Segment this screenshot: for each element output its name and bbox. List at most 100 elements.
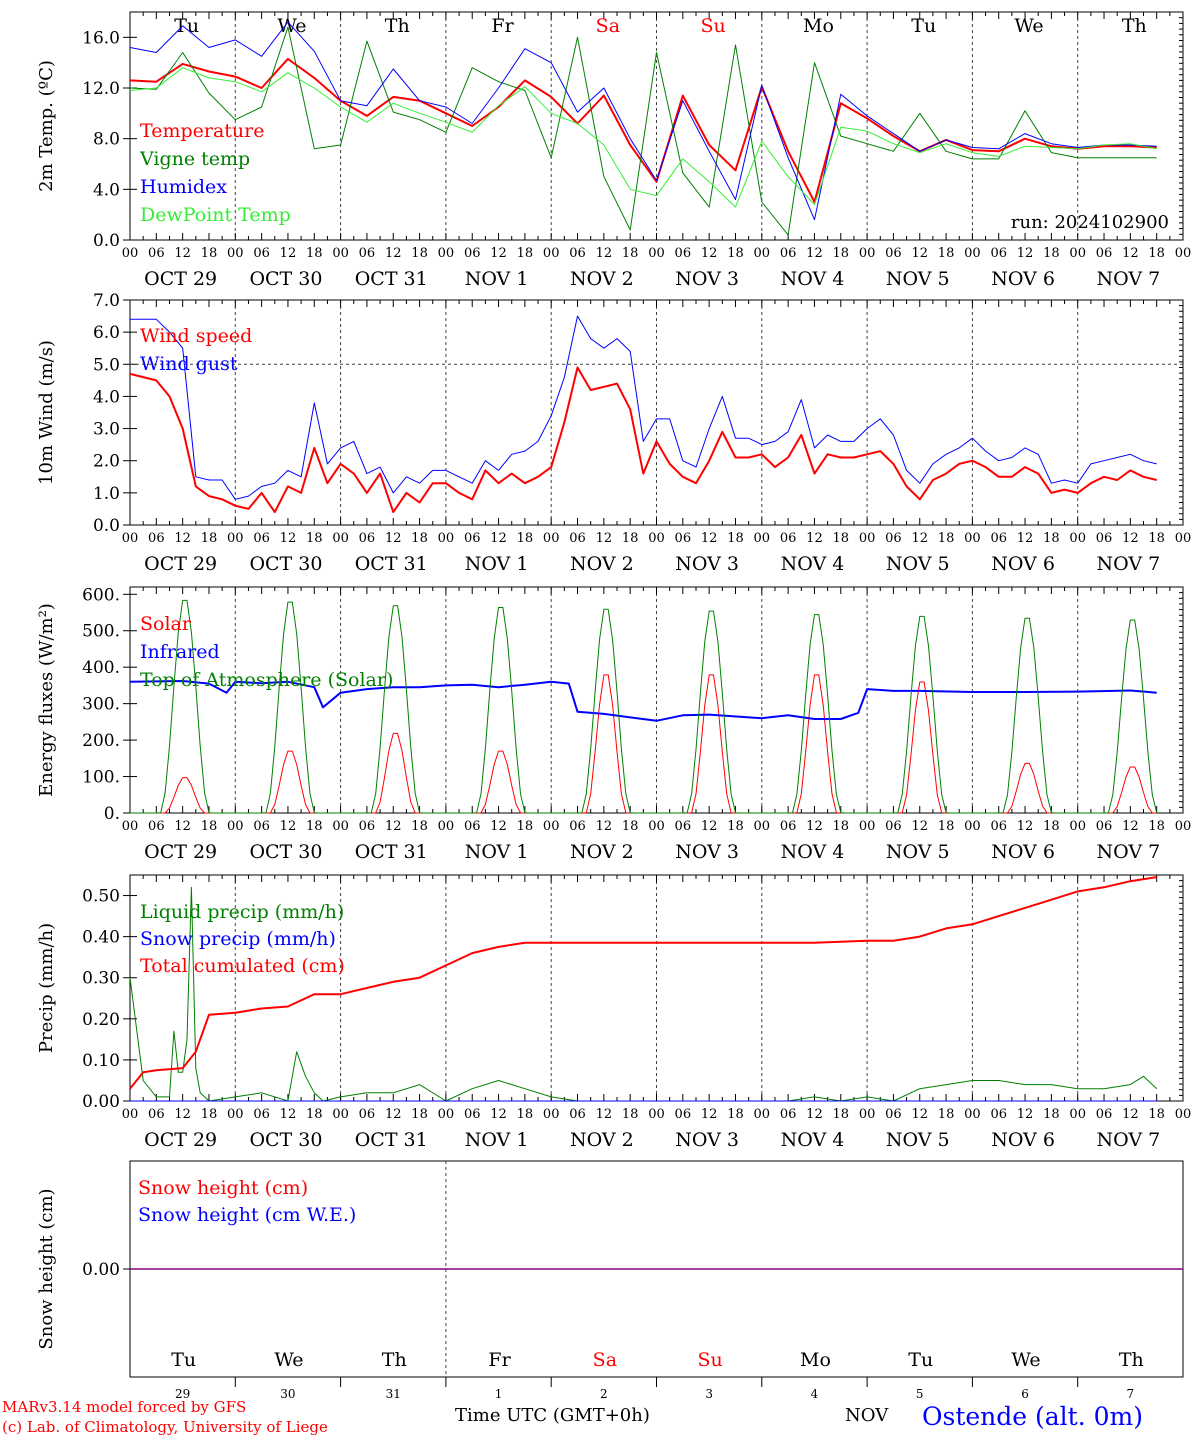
- hour-tick-label: 12: [1017, 531, 1034, 546]
- hour-tick-label: 18: [727, 246, 744, 261]
- weekday-label: Tu: [171, 1349, 196, 1371]
- hour-tick-label: 06: [148, 819, 165, 834]
- hour-tick-label: 06: [464, 531, 481, 546]
- hour-tick-label: 12: [1122, 531, 1139, 546]
- y-tick-label: 0.30: [82, 969, 120, 989]
- y-tick-label: 16.0: [82, 28, 120, 48]
- weekday-label: Th: [1119, 1349, 1144, 1371]
- y-tick-label: 200.: [82, 731, 120, 751]
- hour-tick-label: 00: [543, 531, 560, 546]
- hour-tick-label: 12: [1017, 246, 1034, 261]
- y-tick-label: 0.10: [82, 1051, 120, 1071]
- hour-tick-label: 00: [964, 1107, 981, 1122]
- date-label: NOV 7: [1096, 553, 1160, 575]
- date-label: NOV 4: [781, 268, 845, 290]
- panel-3: 0. 100. 200. 300. 400. 500. 600. Energy fluxes …: [36, 585, 1191, 863]
- hour-tick-label: 06: [1096, 819, 1113, 834]
- y-tick-label: 0.50: [82, 887, 120, 907]
- hour-tick-label: 18: [306, 1107, 323, 1122]
- day-number-label: 30: [280, 1387, 295, 1401]
- legend-entry: Wind gust: [140, 353, 238, 375]
- hour-tick-label: 00: [122, 246, 139, 261]
- weekday-label: Mo: [800, 1349, 831, 1371]
- hour-tick-label: 06: [885, 819, 902, 834]
- y-tick-label: 300.: [82, 695, 120, 715]
- date-label: OCT 31: [355, 268, 428, 290]
- series-line-4: [129, 67, 1157, 208]
- hour-tick-label: 00: [754, 531, 771, 546]
- hour-tick-label: 06: [780, 1107, 797, 1122]
- y-tick-label: 0.40: [82, 928, 120, 948]
- hour-tick-label: 18: [1043, 819, 1060, 834]
- hour-tick-label: 18: [833, 1107, 850, 1122]
- date-label: OCT 29: [144, 553, 217, 575]
- day-number-label: 29: [175, 1387, 190, 1401]
- hour-tick-label: 18: [1148, 819, 1165, 834]
- y-tick-label: 1.0: [93, 484, 120, 504]
- legend-entry: Snow height (cm W.E.): [138, 1204, 356, 1226]
- hour-tick-label: 00: [859, 819, 876, 834]
- hour-tick-label: 00: [1069, 1107, 1086, 1122]
- date-label: NOV 3: [675, 553, 739, 575]
- hour-tick-label: 00: [964, 246, 981, 261]
- hour-tick-label: 00: [227, 819, 244, 834]
- hour-tick-label: 00: [1069, 819, 1086, 834]
- hour-tick-label: 06: [885, 1107, 902, 1122]
- y-tick-label: 600.: [82, 585, 120, 605]
- series-line-1: [129, 366, 1157, 514]
- series-line-3: [130, 599, 1158, 814]
- hour-tick-label: 00: [754, 246, 771, 261]
- hour-tick-label: 06: [780, 246, 797, 261]
- date-label: NOV 3: [675, 841, 739, 863]
- hour-tick-label: 12: [1122, 819, 1139, 834]
- weekday-label: Mo: [803, 15, 834, 37]
- date-label: NOV 6: [991, 268, 1055, 290]
- hour-tick-label: 12: [280, 246, 297, 261]
- hour-tick-label: 00: [648, 819, 665, 834]
- hour-tick-label: 00: [1069, 531, 1086, 546]
- date-label: NOV 4: [781, 1129, 845, 1151]
- hour-tick-label: 12: [596, 531, 613, 546]
- hour-tick-label: 18: [201, 819, 218, 834]
- hour-tick-label: 12: [280, 1107, 297, 1122]
- hour-tick-label: 06: [359, 531, 376, 546]
- hour-tick-label: 12: [911, 531, 928, 546]
- hour-tick-label: 00: [859, 1107, 876, 1122]
- hour-tick-label: 18: [1043, 1107, 1060, 1122]
- hour-tick-label: 12: [490, 246, 507, 261]
- legend-entry: Solar: [140, 613, 192, 635]
- weekday-label: Th: [1122, 15, 1147, 37]
- hour-tick-label: 06: [990, 1107, 1007, 1122]
- hour-tick-label: 18: [306, 531, 323, 546]
- y-axis-title: Snow height (cm): [36, 1188, 57, 1349]
- y-tick-label: 0.20: [82, 1010, 120, 1030]
- day-number-label: 2: [600, 1387, 608, 1401]
- date-label: NOV 2: [570, 1129, 634, 1151]
- hour-tick-label: 18: [938, 246, 955, 261]
- hour-tick-label: 12: [806, 531, 823, 546]
- hour-tick-label: 06: [885, 531, 902, 546]
- hour-tick-label: 00: [227, 1107, 244, 1122]
- date-label: OCT 30: [249, 553, 322, 575]
- hour-tick-label: 12: [596, 1107, 613, 1122]
- legend-entry: Infrared: [140, 641, 220, 663]
- y-tick-label: 0.0: [93, 231, 120, 251]
- hour-tick-label: 00: [122, 531, 139, 546]
- hour-tick-label: 06: [359, 1107, 376, 1122]
- hour-tick-label: 18: [201, 531, 218, 546]
- hour-tick-label: 18: [938, 531, 955, 546]
- hour-tick-label: 18: [517, 819, 534, 834]
- hour-tick-label: 06: [253, 819, 270, 834]
- hour-tick-label: 00: [122, 1107, 139, 1122]
- hour-tick-label: 12: [385, 531, 402, 546]
- hour-tick-label: 18: [622, 1107, 639, 1122]
- series-line-2: [129, 26, 1157, 236]
- series-line-2: [130, 315, 1157, 500]
- date-label: OCT 29: [144, 1129, 217, 1151]
- hour-tick-label: 18: [727, 531, 744, 546]
- hour-tick-label: 12: [806, 1107, 823, 1122]
- hour-tick-label: 18: [517, 246, 534, 261]
- panel-5: 0.00 Snow height (cm) Snow height (cm) Snow…: [36, 1160, 1184, 1401]
- hour-tick-label: 12: [280, 819, 297, 834]
- weekday-label: Tu: [908, 1349, 933, 1371]
